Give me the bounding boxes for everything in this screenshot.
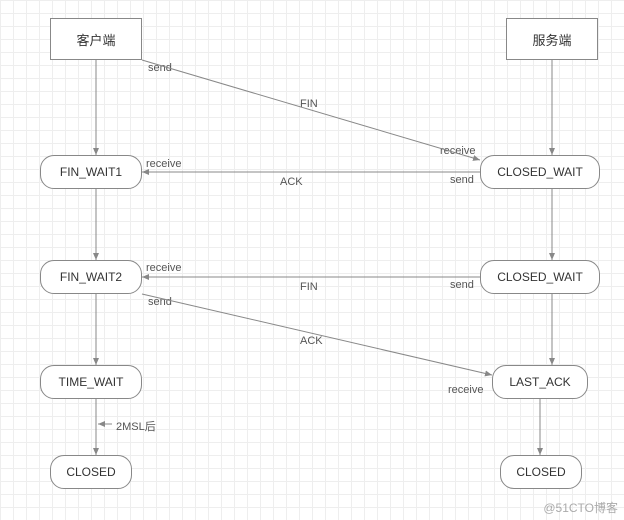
node-server-label: 服务端 [532,30,571,49]
node-closed-right-label: CLOSED [516,465,565,479]
label-fin2: FIN [300,281,318,293]
label-send-cw1: send [450,174,474,186]
node-closed-right: CLOSED [500,455,582,489]
label-recv-la: receive [448,384,483,396]
node-fin-wait2: FIN_WAIT2 [40,260,142,294]
node-fin-wait1-label: FIN_WAIT1 [60,165,122,179]
node-time-wait-label: TIME_WAIT [59,375,124,389]
label-2msl: 2MSL后 [116,418,156,434]
node-closed-wait1: CLOSED_WAIT [480,155,600,189]
label-send-fw2: send [148,296,172,308]
node-client-label: 客户端 [76,30,115,49]
node-server: 服务端 [506,18,598,60]
node-closed-wait1-label: CLOSED_WAIT [497,165,583,179]
label-send-cw2: send [450,279,474,291]
label-recv-fw1: receive [146,158,181,170]
node-time-wait: TIME_WAIT [40,365,142,399]
edge-fin1 [142,60,480,160]
label-recv-cw1: receive [440,145,475,157]
node-last-ack: LAST_ACK [492,365,588,399]
node-closed-wait2-label: CLOSED_WAIT [497,270,583,284]
label-fin1: FIN [300,98,318,110]
label-ack2: ACK [300,335,323,347]
node-closed-left-label: CLOSED [66,465,115,479]
label-recv-fw2: receive [146,262,181,274]
node-fin-wait1: FIN_WAIT1 [40,155,142,189]
node-last-ack-label: LAST_ACK [509,375,570,389]
node-closed-wait2: CLOSED_WAIT [480,260,600,294]
watermark: @51CTO博客 [543,499,618,516]
node-client: 客户端 [50,18,142,60]
node-closed-left: CLOSED [50,455,132,489]
label-ack1: ACK [280,176,303,188]
label-send1: send [148,62,172,74]
node-fin-wait2-label: FIN_WAIT2 [60,270,122,284]
